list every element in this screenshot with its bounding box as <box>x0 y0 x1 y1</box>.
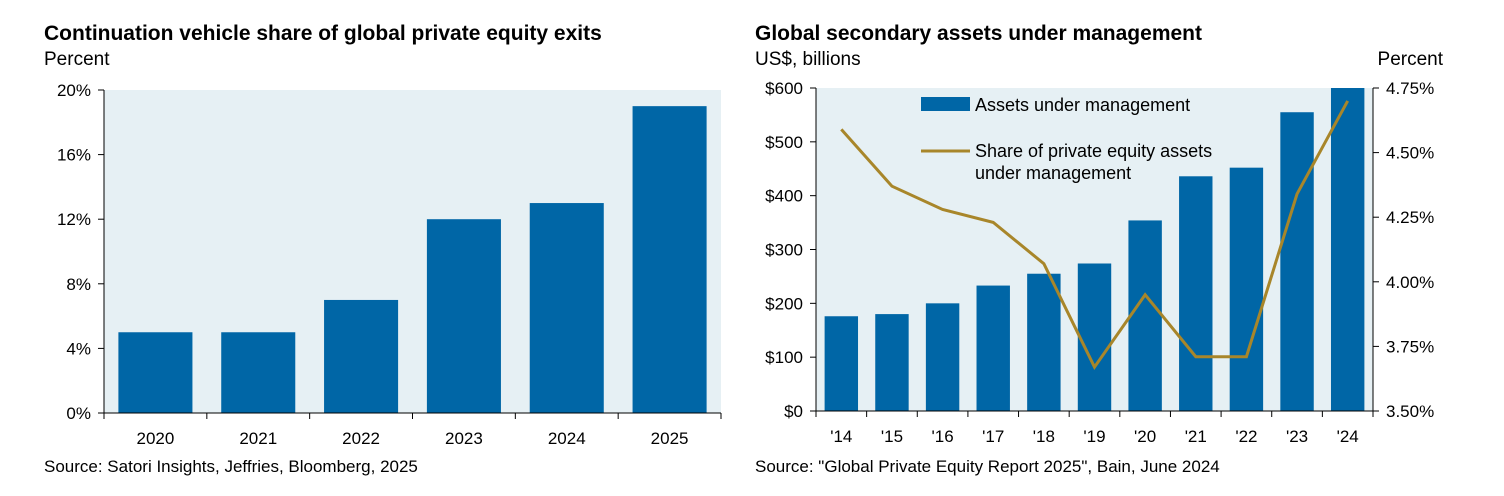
left-x-tick-label: 2020 <box>137 429 175 448</box>
left-x-tick-label: 2024 <box>548 429 586 448</box>
left-x-tick-label: 2023 <box>445 429 483 448</box>
right-chart-source: Source: "Global Private Equity Report 20… <box>755 457 1220 476</box>
right-bar-2 <box>925 303 960 411</box>
legend-bar-swatch <box>921 97 970 111</box>
right-chart-title: Global secondary assets under management <box>755 22 1202 45</box>
left-y-tick-label: 4% <box>66 339 91 358</box>
right-left-y-tick-label: $400 <box>765 187 803 206</box>
right-x-tick-label: '22 <box>1235 427 1257 446</box>
right-x-tick-label: '19 <box>1083 427 1105 446</box>
left-y-tick-label: 20% <box>57 81 91 100</box>
right-x-tick-label: '14 <box>830 427 852 446</box>
right-chart-right-unit: Percent <box>1377 49 1443 70</box>
legend-line-label-1: Share of private equity assets <box>975 141 1212 161</box>
left-y-tick-label: 8% <box>66 275 91 294</box>
right-right-y-tick-label: 4.50% <box>1386 144 1434 163</box>
left-bar-2022 <box>324 299 399 413</box>
right-left-y-tick-label: $300 <box>765 241 803 260</box>
right-bar-3 <box>976 285 1010 411</box>
right-bar-7 <box>1179 176 1213 411</box>
right-right-y-tick-label: 4.00% <box>1386 273 1434 292</box>
right-bar-0 <box>824 316 859 411</box>
left-bar-2025 <box>632 106 707 414</box>
left-x-tick-label: 2025 <box>651 429 689 448</box>
left-plot-area <box>104 90 721 413</box>
right-x-tick-label: '18 <box>1033 427 1055 446</box>
right-x-tick-label: '17 <box>982 427 1004 446</box>
right-bar-8 <box>1229 167 1264 411</box>
left-y-tick-label: 0% <box>66 404 91 423</box>
right-x-tick-label: '16 <box>932 427 954 446</box>
left-bar-2024 <box>529 203 604 413</box>
right-bar-5 <box>1077 263 1112 411</box>
left-chart-source: Source: Satori Insights, Jeffries, Bloom… <box>44 457 418 476</box>
left-bar-2020 <box>118 332 193 413</box>
right-x-tick-label: '23 <box>1286 427 1308 446</box>
left-y-tick-label: 16% <box>57 146 91 165</box>
legend-bar-label: Assets under management <box>975 95 1190 115</box>
right-bar-9 <box>1280 112 1314 411</box>
right-left-y-tick-label: $600 <box>765 79 803 98</box>
right-right-y-tick-label: 3.75% <box>1386 337 1434 356</box>
right-x-tick-label: '15 <box>881 427 903 446</box>
right-left-y-tick-label: $500 <box>765 133 803 152</box>
left-chart-title: Continuation vehicle share of global pri… <box>44 22 602 45</box>
right-bar-10 <box>1330 88 1365 411</box>
right-left-y-tick-label: $200 <box>765 294 803 313</box>
left-chart-unit: Percent <box>44 49 110 70</box>
right-chart-left-unit: US$, billions <box>755 49 861 70</box>
right-right-y-tick-label: 4.75% <box>1386 79 1434 98</box>
right-left-y-tick-label: $0 <box>784 402 803 421</box>
right-right-y-tick-label: 4.25% <box>1386 208 1434 227</box>
right-bar-1 <box>875 314 909 411</box>
legend-line-label-2: under management <box>975 163 1131 183</box>
left-x-tick-label: 2021 <box>239 429 277 448</box>
left-x-tick-label: 2022 <box>342 429 380 448</box>
right-x-tick-label: '24 <box>1337 427 1359 446</box>
left-y-tick-label: 12% <box>57 210 91 229</box>
right-bar-6 <box>1128 220 1162 411</box>
right-left-y-tick-label: $100 <box>765 348 803 367</box>
right-x-tick-label: '20 <box>1134 427 1156 446</box>
left-bar-2021 <box>221 332 296 413</box>
right-x-tick-label: '21 <box>1185 427 1207 446</box>
left-bar-2023 <box>426 219 501 413</box>
right-bar-4 <box>1027 273 1061 411</box>
right-right-y-tick-label: 3.50% <box>1386 402 1434 421</box>
